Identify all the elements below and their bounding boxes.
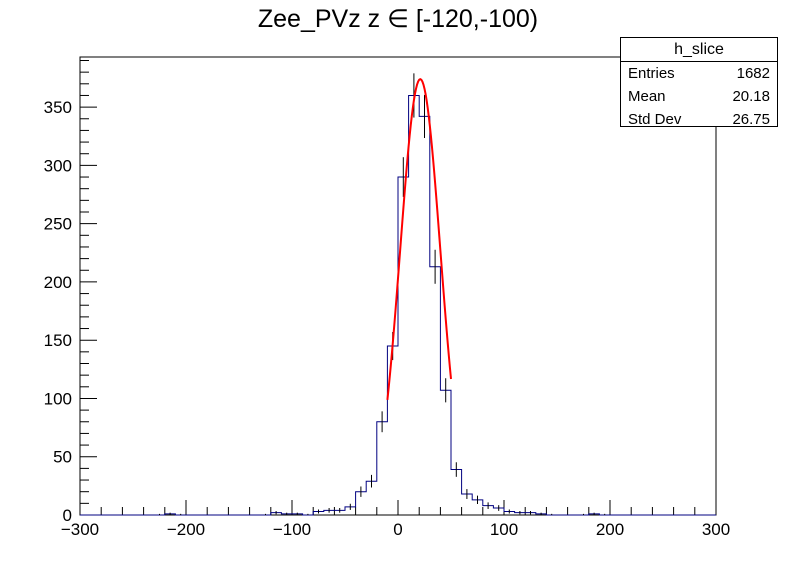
y-tick-label: 150 xyxy=(44,331,72,350)
stats-row-entries: Entries 1682 xyxy=(621,62,777,85)
stats-row-mean: Mean 20.18 xyxy=(621,85,777,108)
x-tick-label: 100 xyxy=(490,520,518,539)
y-tick-label: 250 xyxy=(44,215,72,234)
y-tick-label: 0 xyxy=(63,506,72,525)
x-tick-label: 200 xyxy=(596,520,624,539)
x-tick-label: 300 xyxy=(702,520,730,539)
histogram-bins xyxy=(80,94,716,516)
error-bars xyxy=(159,73,606,515)
y-tick-label: 50 xyxy=(53,448,72,467)
stats-label: Entries xyxy=(628,65,675,82)
y-tick-label: 200 xyxy=(44,273,72,292)
stats-value: 1682 xyxy=(736,65,770,82)
stats-box-title: h_slice xyxy=(621,38,777,62)
gaussian-fit-curve xyxy=(386,77,452,400)
y-tick-label: 350 xyxy=(44,98,72,117)
stats-value: 26.75 xyxy=(732,111,770,128)
stats-value: 20.18 xyxy=(732,88,770,105)
y-tick-label: 300 xyxy=(44,156,72,175)
chart-title: Zee_PVz z ∈ [-120,-100) xyxy=(257,5,539,33)
x-tick-label: −300 xyxy=(61,520,99,539)
stats-label: Std Dev xyxy=(628,111,682,128)
y-axis: 0 50 100 150 200 250 300 350 xyxy=(44,59,97,525)
x-axis: −300 −200 −100 0 100 200 300 xyxy=(61,500,730,539)
stats-row-stddev: Std Dev 26.75 xyxy=(621,108,777,131)
x-tick-label: −200 xyxy=(167,520,205,539)
stats-box: h_slice Entries 1682 Mean 20.18 Std Dev … xyxy=(620,37,778,128)
y-tick-label: 100 xyxy=(44,389,72,408)
histogram-outline xyxy=(80,94,716,516)
stats-label: Mean xyxy=(628,88,666,105)
x-tick-label: 0 xyxy=(393,520,402,539)
x-tick-label: −100 xyxy=(273,520,311,539)
